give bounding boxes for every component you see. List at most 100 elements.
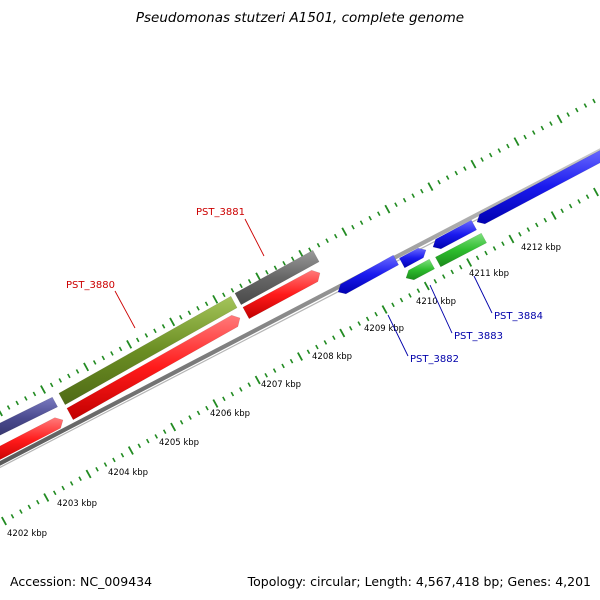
minor-tick [19, 509, 23, 514]
minor-tick [230, 287, 235, 293]
minor-tick [58, 378, 63, 383]
gene-label: PST_3884 [494, 311, 543, 322]
minor-tick [568, 203, 573, 209]
minor-tick [526, 227, 531, 232]
minor-tick [204, 301, 209, 307]
major-tick [212, 399, 219, 408]
minor-tick [549, 121, 553, 126]
minor-tick [391, 302, 395, 308]
major-tick [513, 137, 520, 146]
slate-feature [0, 396, 58, 436]
major-tick [466, 258, 473, 267]
major-tick [40, 385, 46, 394]
green-feature-2 [435, 232, 487, 268]
minor-tick [75, 369, 80, 374]
tick-label: 4203 kbp [57, 499, 97, 509]
tick-label: 4212 kbp [521, 243, 561, 253]
gene-labels: PST_3880 PST_3881 PST_3882 PST_3883 PST_3884 [66, 207, 543, 365]
major-tick [297, 352, 303, 361]
tick-labels: 4202 kbp 4203 kbp 4204 kbp 4205 kbp 4206 kbp… [7, 243, 561, 539]
major-tick [470, 159, 477, 169]
genome-title: Pseudomonas stutzeri A1501, complete gen… [135, 10, 465, 26]
minor-tick [577, 199, 581, 204]
minor-tick [153, 328, 157, 334]
genome-summary-label: Topology: circular; Length: 4,567,418 bp… [247, 574, 591, 589]
minor-tick [566, 112, 570, 117]
minor-tick [506, 143, 510, 149]
minor-tick [10, 513, 15, 519]
minor-tick [484, 250, 488, 256]
major-tick [341, 227, 348, 237]
major-tick [43, 493, 50, 502]
minor-tick [463, 166, 467, 171]
minor-tick [560, 208, 564, 214]
minor-tick [348, 325, 353, 331]
gene-leader-line [473, 275, 493, 314]
outer-tick-ring [0, 98, 596, 417]
minor-tick [450, 269, 454, 275]
minor-tick [239, 387, 243, 392]
minor-tick [437, 179, 441, 185]
blue-feature-4 [476, 150, 600, 225]
minor-tick [179, 315, 183, 320]
major-tick [0, 410, 3, 417]
minor-tick [323, 340, 328, 345]
major-tick [508, 234, 515, 244]
backbone-line [0, 148, 600, 466]
minor-tick [308, 247, 312, 253]
minor-tick [162, 429, 167, 435]
minor-tick [205, 405, 209, 411]
minor-tick [32, 391, 37, 397]
minor-tick [585, 194, 590, 200]
minor-tick [351, 224, 355, 230]
minor-tick [306, 349, 311, 355]
minor-tick [154, 434, 158, 439]
minor-tick [187, 310, 192, 316]
gene-label: PST_3882 [410, 354, 459, 365]
major-tick [85, 469, 92, 479]
minor-tick [110, 351, 114, 356]
minor-tick [179, 419, 184, 425]
minor-tick [480, 157, 484, 162]
minor-tick [333, 233, 338, 239]
minor-tick [332, 335, 336, 341]
minor-tick [188, 415, 192, 420]
minor-tick [95, 466, 99, 472]
minor-tick [196, 410, 201, 416]
major-tick [170, 422, 177, 432]
gene-leader-line [114, 290, 136, 329]
minor-tick [543, 217, 548, 223]
minor-tick [501, 241, 505, 247]
minor-tick [264, 372, 268, 378]
minor-tick [247, 382, 252, 388]
blue-feature-1 [337, 254, 399, 295]
blue-feature-3 [432, 219, 477, 250]
minor-tick [575, 107, 579, 113]
minor-tick [36, 499, 40, 505]
tick-label: 4206 kbp [210, 409, 250, 419]
minor-tick [492, 246, 497, 251]
minor-tick [377, 211, 381, 216]
minor-tick [137, 443, 142, 449]
minor-tick [273, 265, 278, 271]
minor-tick [394, 202, 398, 207]
red-feature-3 [242, 269, 321, 320]
minor-tick [6, 405, 11, 410]
minor-tick [222, 292, 226, 298]
minor-tick [67, 373, 71, 379]
minor-tick [475, 255, 480, 261]
minor-tick [442, 274, 446, 279]
minor-tick [49, 382, 54, 388]
blue-feature-2 [399, 247, 427, 269]
minor-tick [281, 363, 285, 369]
major-tick [384, 204, 391, 214]
major-tick [212, 294, 219, 304]
gray-feature [234, 249, 320, 306]
genome-backbone [0, 148, 600, 469]
minor-tick [359, 220, 364, 226]
minor-tick [365, 316, 370, 322]
major-tick [593, 187, 599, 197]
gene-features [0, 150, 600, 460]
gene-label: PST_3881 [196, 207, 245, 218]
minor-tick [103, 462, 108, 467]
